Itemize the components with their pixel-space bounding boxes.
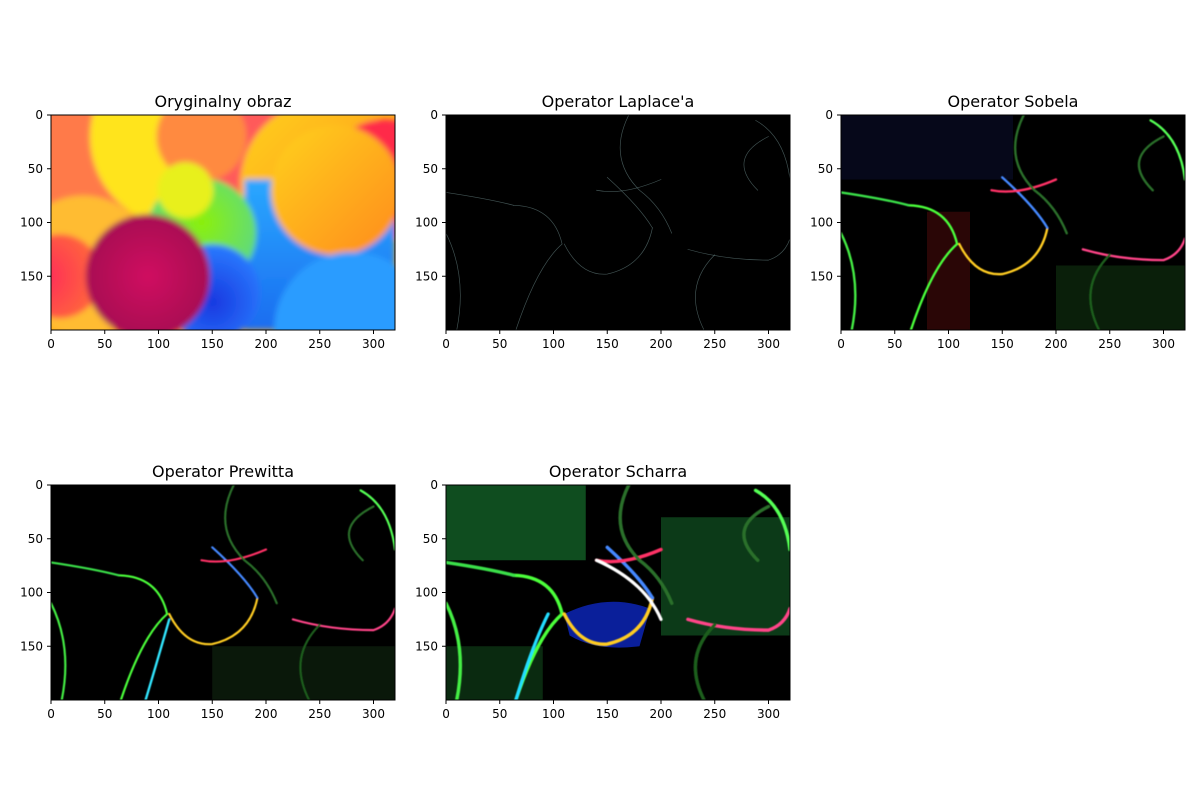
x-tick-label: 250 bbox=[308, 337, 331, 351]
x-tick-label: 250 bbox=[703, 337, 726, 351]
y-tick-label: 150 bbox=[20, 639, 43, 653]
y-tick-label: 150 bbox=[810, 269, 833, 283]
y-tick-label: 100 bbox=[810, 216, 833, 230]
y-tick-label: 150 bbox=[415, 639, 438, 653]
x-tick-label: 300 bbox=[362, 337, 385, 351]
chart-panel: Operator Sobela 0 50 100 150 200 250 300 0 50 100 1… bbox=[810, 92, 1186, 351]
x-tick-label: 250 bbox=[308, 707, 331, 721]
x-tick-label: 300 bbox=[362, 707, 385, 721]
x-tick-label: 200 bbox=[255, 337, 278, 351]
x-tick-label: 0 bbox=[47, 337, 55, 351]
x-tick-label: 100 bbox=[937, 337, 960, 351]
x-tick-label: 0 bbox=[837, 337, 845, 351]
x-tick-label: 150 bbox=[201, 707, 224, 721]
x-tick-label: 150 bbox=[201, 337, 224, 351]
chart-title: Operator Scharra bbox=[549, 462, 687, 481]
x-tick-label: 200 bbox=[650, 337, 673, 351]
chart-panel: Operator Laplace'a 0 50 100 150 200 250 300 0 50 1… bbox=[415, 92, 791, 351]
x-tick-label: 200 bbox=[1045, 337, 1068, 351]
x-tick-label: 300 bbox=[1152, 337, 1175, 351]
x-tick-label: 50 bbox=[887, 337, 902, 351]
x-tick-label: 0 bbox=[47, 707, 55, 721]
chart-image bbox=[51, 115, 395, 330]
chart-image bbox=[51, 485, 395, 700]
y-tick-label: 0 bbox=[430, 478, 438, 492]
chart-image bbox=[446, 485, 790, 700]
x-tick-label: 0 bbox=[442, 707, 450, 721]
chart-title: Operator Laplace'a bbox=[542, 92, 695, 111]
x-tick-label: 100 bbox=[147, 337, 170, 351]
y-tick-label: 0 bbox=[825, 108, 833, 122]
chart-image bbox=[841, 115, 1185, 330]
y-tick-label: 50 bbox=[423, 532, 438, 546]
chart-title: Oryginalny obraz bbox=[154, 92, 291, 111]
x-tick-label: 200 bbox=[650, 707, 673, 721]
x-tick-label: 50 bbox=[97, 707, 112, 721]
x-tick-label: 250 bbox=[703, 707, 726, 721]
y-tick-label: 0 bbox=[430, 108, 438, 122]
chart-image bbox=[446, 115, 790, 330]
x-tick-label: 50 bbox=[97, 337, 112, 351]
y-tick-label: 50 bbox=[28, 532, 43, 546]
y-tick-label: 100 bbox=[20, 586, 43, 600]
x-tick-label: 100 bbox=[147, 707, 170, 721]
y-tick-label: 50 bbox=[423, 162, 438, 176]
y-tick-label: 100 bbox=[415, 216, 438, 230]
x-tick-label: 300 bbox=[757, 707, 780, 721]
y-tick-label: 100 bbox=[20, 216, 43, 230]
chart-panel: Oryginalny obraz 0 50 100 150 200 250 300 0 50 100… bbox=[20, 92, 396, 351]
x-tick-label: 150 bbox=[991, 337, 1014, 351]
y-tick-label: 0 bbox=[35, 108, 43, 122]
chart-panel: Operator Prewitta 0 50 100 150 200 250 300 0 50 10… bbox=[20, 462, 396, 721]
x-tick-label: 50 bbox=[492, 337, 507, 351]
y-tick-label: 50 bbox=[818, 162, 833, 176]
chart-title: Operator Prewitta bbox=[152, 462, 294, 481]
x-tick-label: 0 bbox=[442, 337, 450, 351]
y-tick-label: 150 bbox=[415, 269, 438, 283]
chart-title: Operator Sobela bbox=[948, 92, 1079, 111]
chart-panel: Operator Scharra 0 50 100 150 200 250 300 0 50 100… bbox=[415, 462, 791, 721]
x-tick-label: 150 bbox=[596, 707, 619, 721]
x-tick-label: 100 bbox=[542, 707, 565, 721]
x-tick-label: 100 bbox=[542, 337, 565, 351]
y-tick-label: 100 bbox=[415, 586, 438, 600]
y-tick-label: 50 bbox=[28, 162, 43, 176]
x-tick-label: 150 bbox=[596, 337, 619, 351]
x-tick-label: 50 bbox=[492, 707, 507, 721]
x-tick-label: 200 bbox=[255, 707, 278, 721]
y-tick-label: 150 bbox=[20, 269, 43, 283]
y-tick-label: 0 bbox=[35, 478, 43, 492]
x-tick-label: 300 bbox=[757, 337, 780, 351]
x-tick-label: 250 bbox=[1098, 337, 1121, 351]
